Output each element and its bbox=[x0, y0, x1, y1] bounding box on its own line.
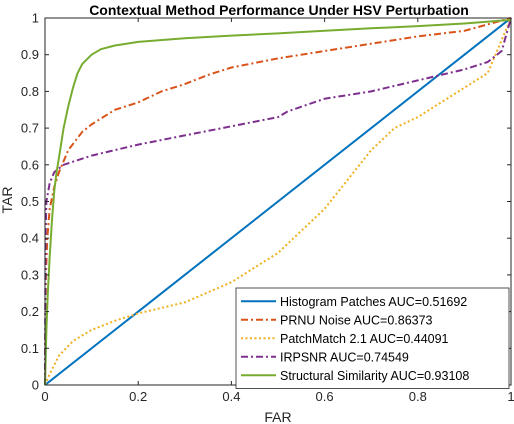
plot-area: 0 0.2 0.4 0.6 0.8 1 0 0.1 0.2 0.3 0.4 0.5 0.6 0.7 0.8 0… bbox=[21, 11, 514, 405]
y-tick-label: 0.4 bbox=[21, 231, 39, 246]
y-axis-label: TAR bbox=[0, 187, 15, 214]
y-tick-label: 0.1 bbox=[21, 341, 39, 356]
x-tick-label: 0 bbox=[41, 389, 48, 404]
x-tick-label: 0.4 bbox=[222, 389, 240, 404]
x-tick-label: 1 bbox=[507, 389, 514, 404]
y-tick-label: 0.9 bbox=[21, 47, 39, 62]
legend-label-4: IRPSNR AUC=0.74549 bbox=[280, 350, 409, 364]
y-tick-label: 0.3 bbox=[21, 267, 39, 282]
series-line-1 bbox=[44, 17, 512, 386]
legend: Histogram Patches AUC=0.51692 PRNU Noise … bbox=[235, 287, 510, 389]
chart-title: Contextual Method Performance Under HSV … bbox=[89, 2, 469, 18]
x-tick-label: 0.6 bbox=[316, 389, 334, 404]
y-tick-label: 0.6 bbox=[21, 157, 39, 172]
y-tick-label: 0 bbox=[32, 378, 39, 393]
legend-label-5: Structural Similarity AUC=0.93108 bbox=[280, 369, 469, 383]
y-tick-label: 1 bbox=[32, 11, 39, 26]
y-tick-label: 0.5 bbox=[21, 194, 39, 209]
legend-box bbox=[235, 287, 510, 389]
x-tick-label: 0.8 bbox=[409, 389, 427, 404]
x-tick-label: 0.2 bbox=[129, 389, 147, 404]
legend-items: Histogram Patches AUC=0.51692 PRNU Noise … bbox=[241, 295, 469, 383]
series-line-2 bbox=[44, 17, 512, 386]
y-tick-label: 0.8 bbox=[21, 84, 39, 99]
legend-label-3: PatchMatch 2.1 AUC=0.44091 bbox=[280, 332, 449, 346]
legend-label-2: PRNU Noise AUC=0.86373 bbox=[280, 313, 433, 327]
ticks-layer: 0 0.2 0.4 0.6 0.8 1 0 0.1 0.2 0.3 0.4 0.5 0.6 0.7 0.8 0… bbox=[21, 11, 514, 405]
legend-label-1: Histogram Patches AUC=0.51692 bbox=[280, 295, 467, 309]
y-tick-label: 0.2 bbox=[21, 304, 39, 319]
series-line-5 bbox=[44, 18, 512, 386]
x-axis-label: FAR bbox=[264, 409, 291, 424]
series-layer bbox=[44, 17, 512, 386]
y-tick-label: 0.7 bbox=[21, 121, 39, 136]
